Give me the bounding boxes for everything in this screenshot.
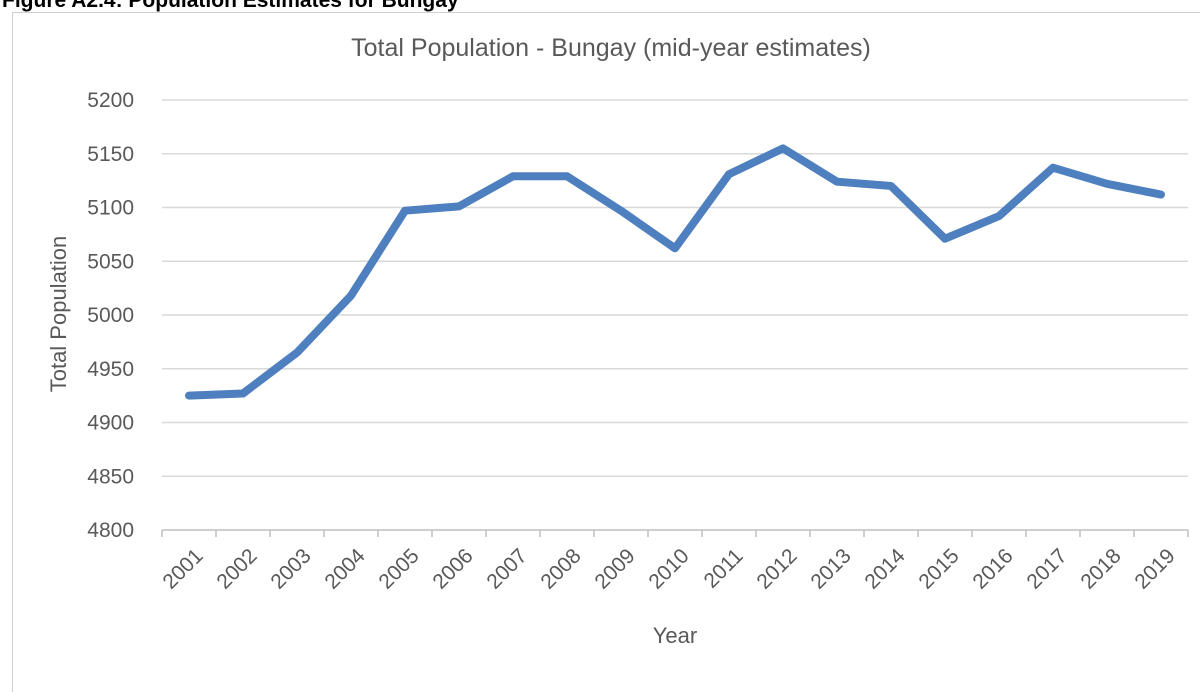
y-tick-label: 4800	[87, 519, 134, 542]
x-tick-label: 2007	[482, 544, 531, 593]
data-point	[458, 205, 460, 207]
x-tick-label: 2019	[1130, 544, 1179, 593]
y-tick-label: 5150	[87, 143, 134, 166]
y-tick-labels: 4800 4850 4900 4950 5000 5050 5100 5150 5200	[87, 89, 134, 542]
data-point	[404, 210, 406, 212]
y-tick-label: 4950	[87, 358, 134, 381]
chart-title: Total Population - Bungay (mid-year esti…	[351, 34, 871, 62]
x-tick-label: 2009	[590, 544, 639, 593]
data-point	[1160, 194, 1162, 196]
data-point	[782, 147, 784, 149]
data-point	[1052, 167, 1054, 169]
x-tick-label: 2012	[752, 544, 801, 593]
x-tick-label: 2016	[968, 544, 1017, 593]
data-point	[296, 352, 298, 354]
x-tick-label: 2008	[536, 544, 585, 593]
data-point	[890, 185, 892, 187]
y-tick-label: 4900	[87, 412, 134, 435]
figure-caption: Figure A2.4: Population Estimates for Bu…	[2, 0, 459, 12]
x-tick-label: 2014	[860, 544, 910, 594]
x-axis	[161, 529, 1189, 537]
y-tick-label: 5000	[87, 304, 134, 327]
chart-frame	[12, 12, 1200, 692]
x-tick-label: 2017	[1022, 544, 1071, 593]
x-tick-label: 2005	[374, 544, 423, 593]
x-tick-label: 2018	[1076, 544, 1125, 593]
data-point	[674, 247, 676, 249]
data-point	[998, 215, 1000, 217]
data-point	[728, 173, 730, 175]
x-tick-label: 2015	[914, 544, 963, 593]
x-tick-label: 2011	[699, 544, 747, 592]
y-tick-label: 4850	[87, 465, 134, 488]
x-tick-label: 2010	[644, 544, 693, 593]
x-axis-label: Year	[653, 623, 697, 648]
y-tick-label: 5050	[87, 250, 134, 273]
line-chart: Total Population - Bungay (mid-year esti…	[46, 34, 1189, 648]
gridlines	[162, 99, 1188, 477]
y-axis-label: Total Population	[46, 236, 71, 393]
data-point	[242, 392, 244, 394]
x-tick-label: 2002	[212, 544, 261, 593]
x-tick-label: 2003	[266, 544, 315, 593]
data-point	[512, 175, 514, 177]
data-point	[188, 395, 190, 397]
x-tick-label: 2001	[158, 544, 207, 593]
data-point	[944, 238, 946, 240]
x-tick-label: 2006	[428, 544, 477, 593]
x-tick-label: 2013	[806, 544, 855, 593]
series-group	[185, 144, 1165, 400]
data-point	[836, 181, 838, 183]
data-point	[1106, 183, 1108, 185]
data-point	[620, 210, 622, 212]
y-tick-label: 5200	[87, 89, 134, 112]
data-point	[566, 175, 568, 177]
x-tick-labels: 2001 2002 2003 2004 2005 2006 2007 2008 2009 2010…	[158, 544, 1179, 594]
data-point	[350, 295, 352, 297]
series-line	[185, 144, 1165, 400]
x-tick-label: 2004	[320, 544, 370, 594]
y-tick-label: 5100	[87, 197, 134, 220]
